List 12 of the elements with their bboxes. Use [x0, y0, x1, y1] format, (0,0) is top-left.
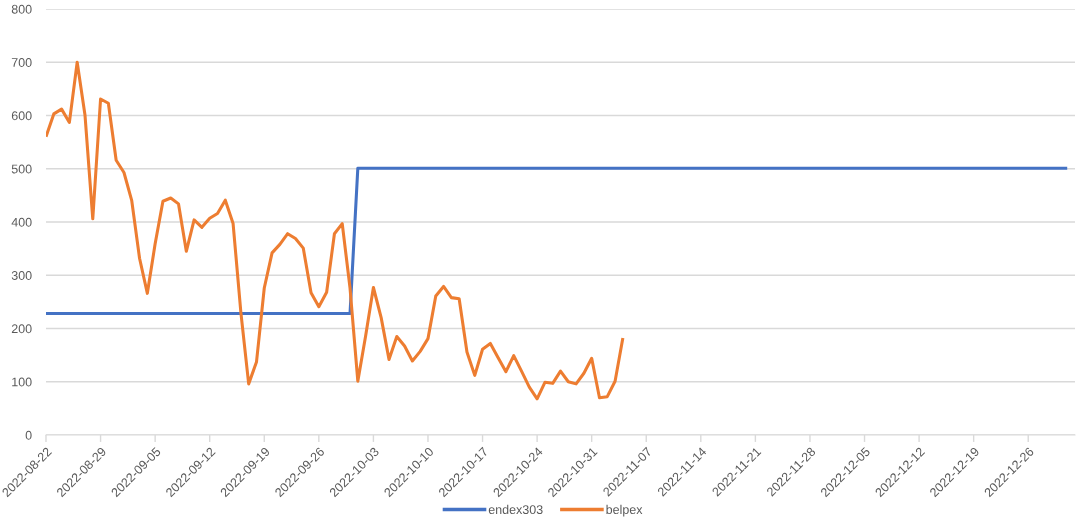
- y-tick-label: 200: [11, 324, 32, 334]
- y-tick-label: 800: [11, 4, 32, 14]
- legend-label: belpex: [606, 504, 643, 517]
- y-tick-label: 600: [11, 111, 32, 121]
- line-series: [46, 60, 625, 401]
- y-tick-label: 100: [12, 377, 32, 387]
- y-tick-label: 700: [11, 58, 32, 67]
- legend-label: endex303: [488, 504, 543, 515]
- y-tick-label: 300: [11, 271, 32, 280]
- y-tick-label: 400: [11, 217, 32, 227]
- y-tick-label: 0: [25, 430, 32, 440]
- y-tick-label: 500: [11, 164, 32, 174]
